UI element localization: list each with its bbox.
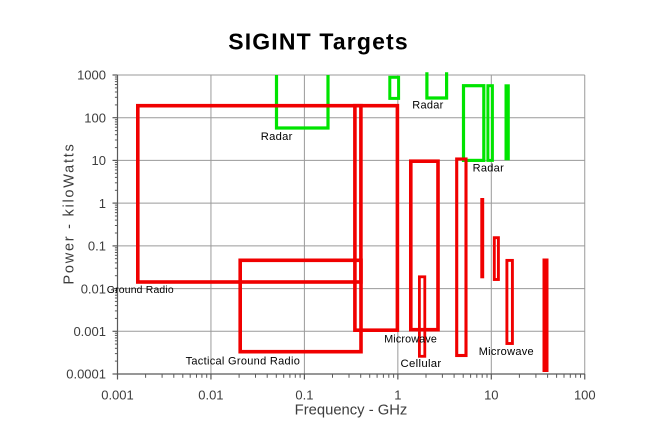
svg-text:1: 1 — [99, 196, 106, 211]
svg-text:0.01: 0.01 — [81, 281, 106, 296]
svg-text:0.0001: 0.0001 — [66, 367, 106, 382]
svg-text:Power - kiloWatts: Power - kiloWatts — [62, 142, 78, 284]
svg-text:0.001: 0.001 — [73, 324, 106, 339]
svg-text:0.001: 0.001 — [101, 388, 134, 403]
svg-text:0.01: 0.01 — [198, 388, 223, 403]
svg-text:Tactical Ground Radio: Tactical Ground Radio — [186, 356, 301, 368]
svg-text:Radar: Radar — [473, 163, 504, 175]
svg-text:0.1: 0.1 — [295, 388, 313, 403]
svg-text:Frequency - GHz: Frequency - GHz — [295, 403, 408, 419]
svg-text:100: 100 — [84, 110, 106, 125]
svg-text:Microwave: Microwave — [384, 334, 437, 346]
svg-text:Radar: Radar — [261, 131, 293, 143]
svg-text:100: 100 — [574, 388, 596, 403]
svg-text:0.1: 0.1 — [88, 239, 106, 254]
svg-text:10: 10 — [484, 388, 498, 403]
svg-text:10: 10 — [92, 153, 106, 168]
svg-text:Cellular: Cellular — [401, 358, 442, 370]
svg-text:SIGINT Targets: SIGINT Targets — [228, 29, 409, 55]
svg-text:1000: 1000 — [77, 68, 106, 83]
svg-text:1: 1 — [394, 388, 401, 403]
svg-text:Microwave: Microwave — [479, 346, 534, 358]
svg-text:Radar: Radar — [412, 100, 443, 112]
svg-text:Ground Radio: Ground Radio — [107, 285, 174, 296]
